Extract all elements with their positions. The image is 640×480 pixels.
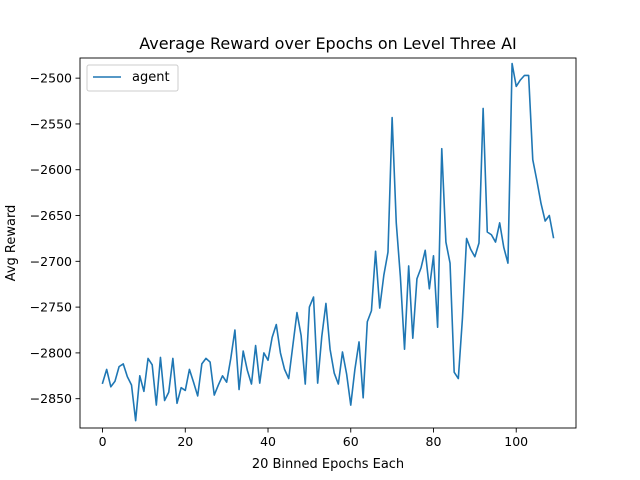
y-tick-label-5: −2600 bbox=[30, 162, 72, 177]
x-tick-label-2: 40 bbox=[260, 434, 276, 449]
x-tick-label-4: 80 bbox=[426, 434, 442, 449]
x-tick-label-5: 100 bbox=[504, 434, 528, 449]
y-tick-label-1: −2800 bbox=[30, 345, 72, 360]
plot-frame bbox=[79, 57, 577, 429]
y-tick-label-0: −2850 bbox=[30, 391, 72, 406]
y-tick-label-3: −2700 bbox=[30, 254, 72, 269]
x-tick-label-0: 0 bbox=[99, 434, 107, 449]
x-axis-label: 20 Binned Epochs Each bbox=[252, 457, 404, 472]
y-tick-label-2: −2750 bbox=[30, 300, 72, 315]
x-tick-label-1: 20 bbox=[177, 434, 193, 449]
legend-label-agent: agent bbox=[132, 70, 170, 85]
y-tick-label-4: −2650 bbox=[30, 208, 72, 223]
y-axis-ticks: −2850 −2800 −2750 −2700 −2650 −2600 −2550 −2500 bbox=[30, 71, 80, 406]
legend: agent bbox=[86, 64, 179, 92]
series-line-agent bbox=[101, 62, 555, 422]
plot-area bbox=[101, 62, 555, 422]
legend-box bbox=[86, 64, 179, 92]
y-tick-label-7: −2500 bbox=[30, 71, 72, 86]
chart-title: Average Reward over Epochs on Level Thre… bbox=[139, 34, 517, 53]
x-axis-ticks: 0 20 40 60 80 100 bbox=[99, 428, 528, 449]
y-tick-label-6: −2550 bbox=[30, 116, 72, 131]
x-tick-label-3: 60 bbox=[343, 434, 359, 449]
y-axis-label: Avg Reward bbox=[4, 205, 19, 282]
